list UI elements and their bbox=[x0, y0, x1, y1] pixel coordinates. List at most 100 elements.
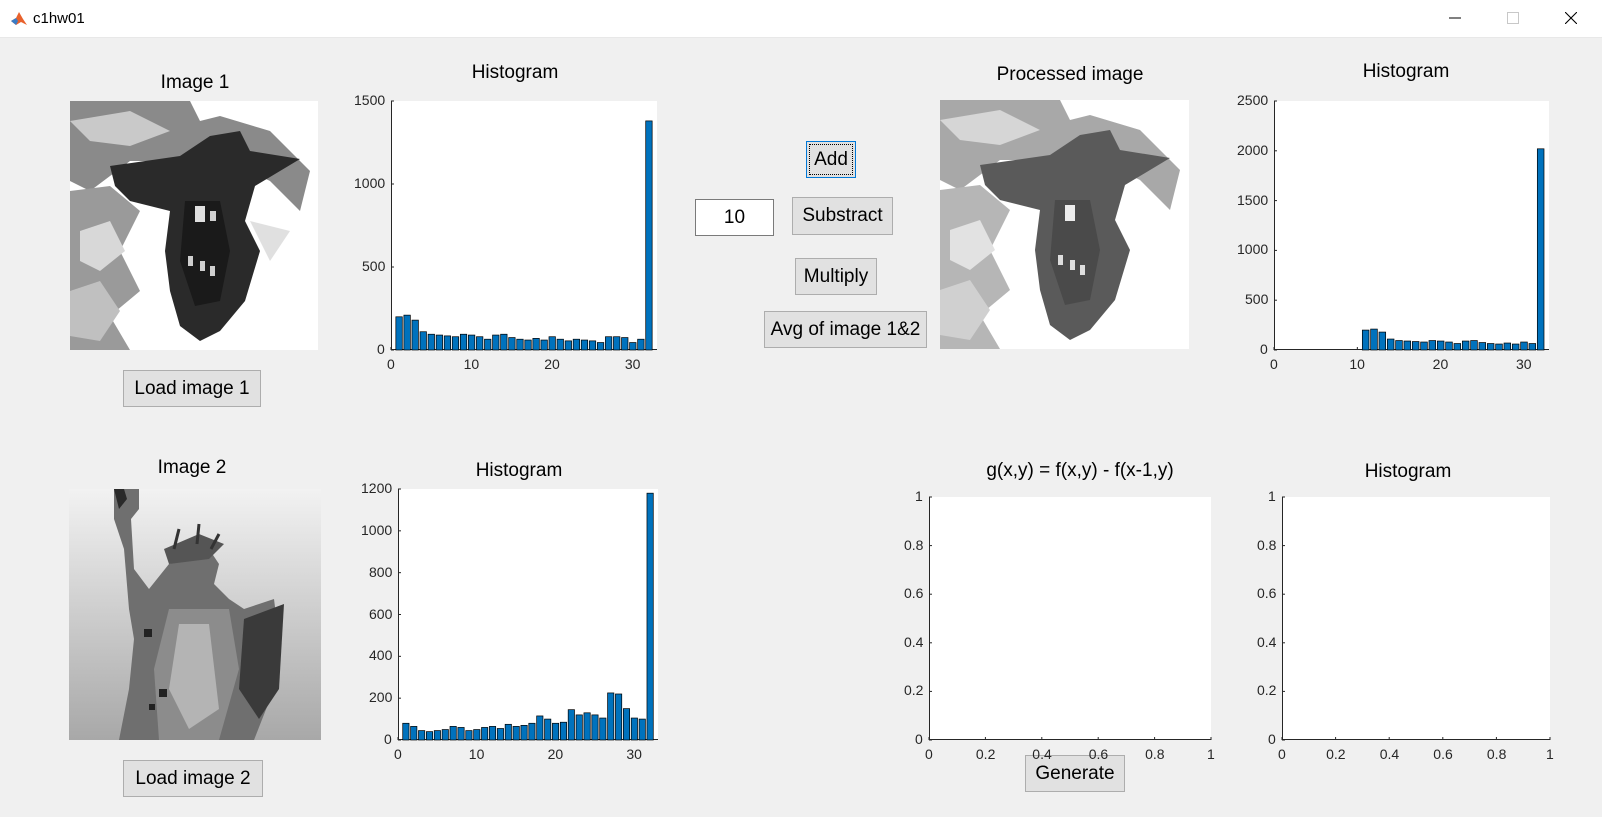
histogram-bar bbox=[621, 337, 629, 351]
minimize-icon bbox=[1449, 17, 1461, 19]
x-tick-label: 0.6 bbox=[1088, 746, 1109, 762]
histogram-bar bbox=[613, 336, 621, 351]
histogram-bar bbox=[1386, 338, 1395, 351]
chart-axes bbox=[398, 489, 658, 740]
y-tick-label: 0 bbox=[377, 341, 385, 357]
histogram-bar bbox=[435, 334, 443, 351]
y-tick-label: 1 bbox=[915, 488, 923, 504]
histogram-bar bbox=[418, 730, 426, 741]
chart-axes bbox=[1282, 497, 1550, 740]
histogram-bar bbox=[1528, 343, 1537, 351]
histogram-bar bbox=[516, 338, 524, 351]
image2-title: Image 2 bbox=[157, 457, 227, 478]
histogram-bar bbox=[1445, 341, 1453, 351]
chart-plot-area bbox=[1273, 100, 1545, 351]
histogram-bar bbox=[457, 727, 465, 741]
y-tick-label: 400 bbox=[369, 647, 393, 664]
x-tick-label: 30 bbox=[1516, 356, 1532, 372]
y-tick-label: 1 bbox=[1268, 488, 1276, 504]
x-tick-label: 30 bbox=[626, 746, 642, 762]
load-image2-button[interactable]: Load image 2 bbox=[123, 760, 263, 797]
y-tick-label: 1500 bbox=[354, 92, 386, 108]
histogram-bar bbox=[459, 333, 468, 351]
histogram-bar bbox=[508, 337, 516, 351]
chart-plot-area bbox=[397, 488, 654, 741]
histogram-bar bbox=[426, 731, 434, 741]
x-tick-label: 10 bbox=[1349, 356, 1365, 372]
histogram-bar bbox=[1495, 343, 1503, 351]
matlab-icon bbox=[11, 12, 27, 25]
y-tick-label: 0 bbox=[1268, 731, 1276, 747]
chart-plot-area bbox=[1281, 496, 1551, 741]
x-tick-label: 0 bbox=[394, 746, 402, 762]
histogram-bar bbox=[492, 334, 500, 351]
chart-axes bbox=[391, 101, 657, 350]
maximize-button[interactable] bbox=[1484, 0, 1542, 37]
histogram-bar bbox=[1403, 340, 1412, 351]
histogram-bar bbox=[500, 333, 508, 351]
histogram-bar bbox=[630, 717, 638, 741]
histogram-bar bbox=[540, 339, 548, 351]
value-input[interactable] bbox=[695, 199, 774, 236]
histogram-bar bbox=[411, 319, 419, 351]
x-tick-label: 0 bbox=[925, 746, 933, 762]
chart-axes bbox=[929, 497, 1211, 740]
histogram-bar bbox=[564, 340, 572, 351]
window-titlebar: c1hw01 bbox=[0, 0, 1602, 38]
histogram-bar bbox=[580, 339, 589, 351]
load-image1-button[interactable]: Load image 1 bbox=[123, 370, 261, 407]
multiply-button[interactable]: Multiply bbox=[795, 258, 877, 295]
close-button[interactable] bbox=[1542, 0, 1600, 37]
y-tick-label: 1000 bbox=[1237, 241, 1269, 258]
histogram-bar bbox=[1436, 340, 1445, 351]
histogram-bar bbox=[536, 715, 544, 741]
x-tick-label: 0.8 bbox=[1486, 746, 1507, 762]
maximize-icon bbox=[1507, 12, 1519, 24]
y-tick-label: 2000 bbox=[1237, 141, 1269, 158]
histogram-bar bbox=[597, 342, 605, 351]
processed-airplane-image bbox=[940, 100, 1189, 349]
histogram-bar bbox=[1411, 341, 1420, 351]
x-tick-label: 0.2 bbox=[1326, 746, 1346, 762]
histogram-bar bbox=[427, 333, 435, 351]
histogram-bar bbox=[1395, 340, 1403, 351]
histogram-bar bbox=[1536, 148, 1545, 351]
histogram-bar bbox=[559, 721, 567, 741]
histogram-bar bbox=[496, 728, 504, 741]
gradient-title: g(x,y) = f(x,y) - f(x-1,y) bbox=[986, 460, 1174, 481]
add-button[interactable]: Add bbox=[806, 141, 856, 178]
airplane-image bbox=[70, 101, 318, 350]
histogram-bar bbox=[645, 120, 653, 351]
x-tick-label: 0.6 bbox=[1433, 746, 1453, 762]
x-tick-label: 20 bbox=[1432, 356, 1449, 372]
histogram-bar bbox=[528, 722, 536, 741]
x-tick-label: 30 bbox=[624, 356, 641, 372]
histogram-bar bbox=[451, 336, 460, 351]
histogram-bar bbox=[473, 729, 481, 741]
histogram-bar bbox=[410, 726, 418, 741]
histogram-bar bbox=[1453, 343, 1462, 351]
x-tick-label: 0.4 bbox=[1379, 746, 1400, 762]
image2-display bbox=[69, 489, 321, 740]
average-button[interactable]: Avg of image 1&2 bbox=[764, 311, 927, 348]
histogram-bar bbox=[567, 709, 575, 741]
y-tick-label: 0.6 bbox=[1257, 585, 1277, 602]
histogram3-title: Histogram bbox=[1362, 61, 1450, 82]
subtract-button[interactable]: Substract bbox=[792, 197, 893, 235]
minimize-button[interactable] bbox=[1426, 0, 1484, 37]
y-tick-label: 600 bbox=[369, 605, 393, 622]
histogram-bar bbox=[556, 338, 564, 351]
generate-button[interactable]: Generate bbox=[1025, 755, 1125, 792]
histogram-bar bbox=[615, 693, 623, 741]
y-tick-label: 800 bbox=[369, 563, 393, 580]
histogram-bar bbox=[395, 316, 403, 351]
chart-plot-area bbox=[928, 496, 1212, 741]
histogram-bar bbox=[1486, 343, 1495, 351]
y-tick-label: 0.4 bbox=[1257, 633, 1277, 650]
histogram-bar bbox=[607, 692, 615, 741]
histogram-bar bbox=[465, 730, 473, 741]
image1-display bbox=[70, 101, 318, 350]
statue-of-liberty-image bbox=[69, 489, 321, 740]
histogram-bar bbox=[403, 314, 411, 351]
histogram-bar bbox=[1378, 331, 1387, 351]
